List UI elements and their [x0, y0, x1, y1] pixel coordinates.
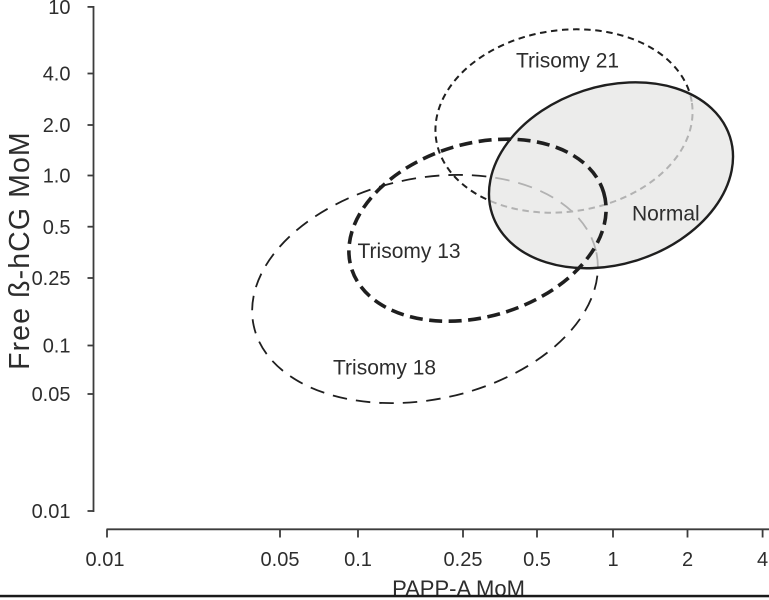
- svg-text:0.5: 0.5: [523, 549, 551, 571]
- svg-text:4: 4: [757, 549, 768, 571]
- svg-text:Trisomy 21: Trisomy 21: [516, 50, 619, 73]
- svg-text:10: 10: [48, 0, 70, 19]
- svg-text:Free ß-hCG MoM: Free ß-hCG MoM: [4, 131, 36, 370]
- svg-text:0.25: 0.25: [32, 268, 71, 290]
- svg-text:0.01: 0.01: [32, 501, 71, 523]
- svg-text:0.25: 0.25: [444, 549, 483, 571]
- svg-text:0.05: 0.05: [32, 384, 71, 406]
- svg-text:0.01: 0.01: [86, 549, 125, 571]
- svg-text:2.0: 2.0: [43, 115, 71, 137]
- svg-text:1: 1: [607, 549, 618, 571]
- svg-text:4.0: 4.0: [43, 64, 71, 86]
- svg-text:0.5: 0.5: [43, 217, 71, 239]
- svg-text:0.05: 0.05: [261, 549, 300, 571]
- svg-text:Trisomy 18: Trisomy 18: [333, 356, 436, 379]
- svg-text:Normal: Normal: [632, 203, 700, 226]
- svg-text:0.1: 0.1: [43, 336, 71, 358]
- svg-text:2: 2: [682, 549, 693, 571]
- svg-text:1.0: 1.0: [43, 166, 71, 188]
- svg-text:Trisomy 13: Trisomy 13: [358, 240, 461, 263]
- svg-text:0.1: 0.1: [344, 549, 372, 571]
